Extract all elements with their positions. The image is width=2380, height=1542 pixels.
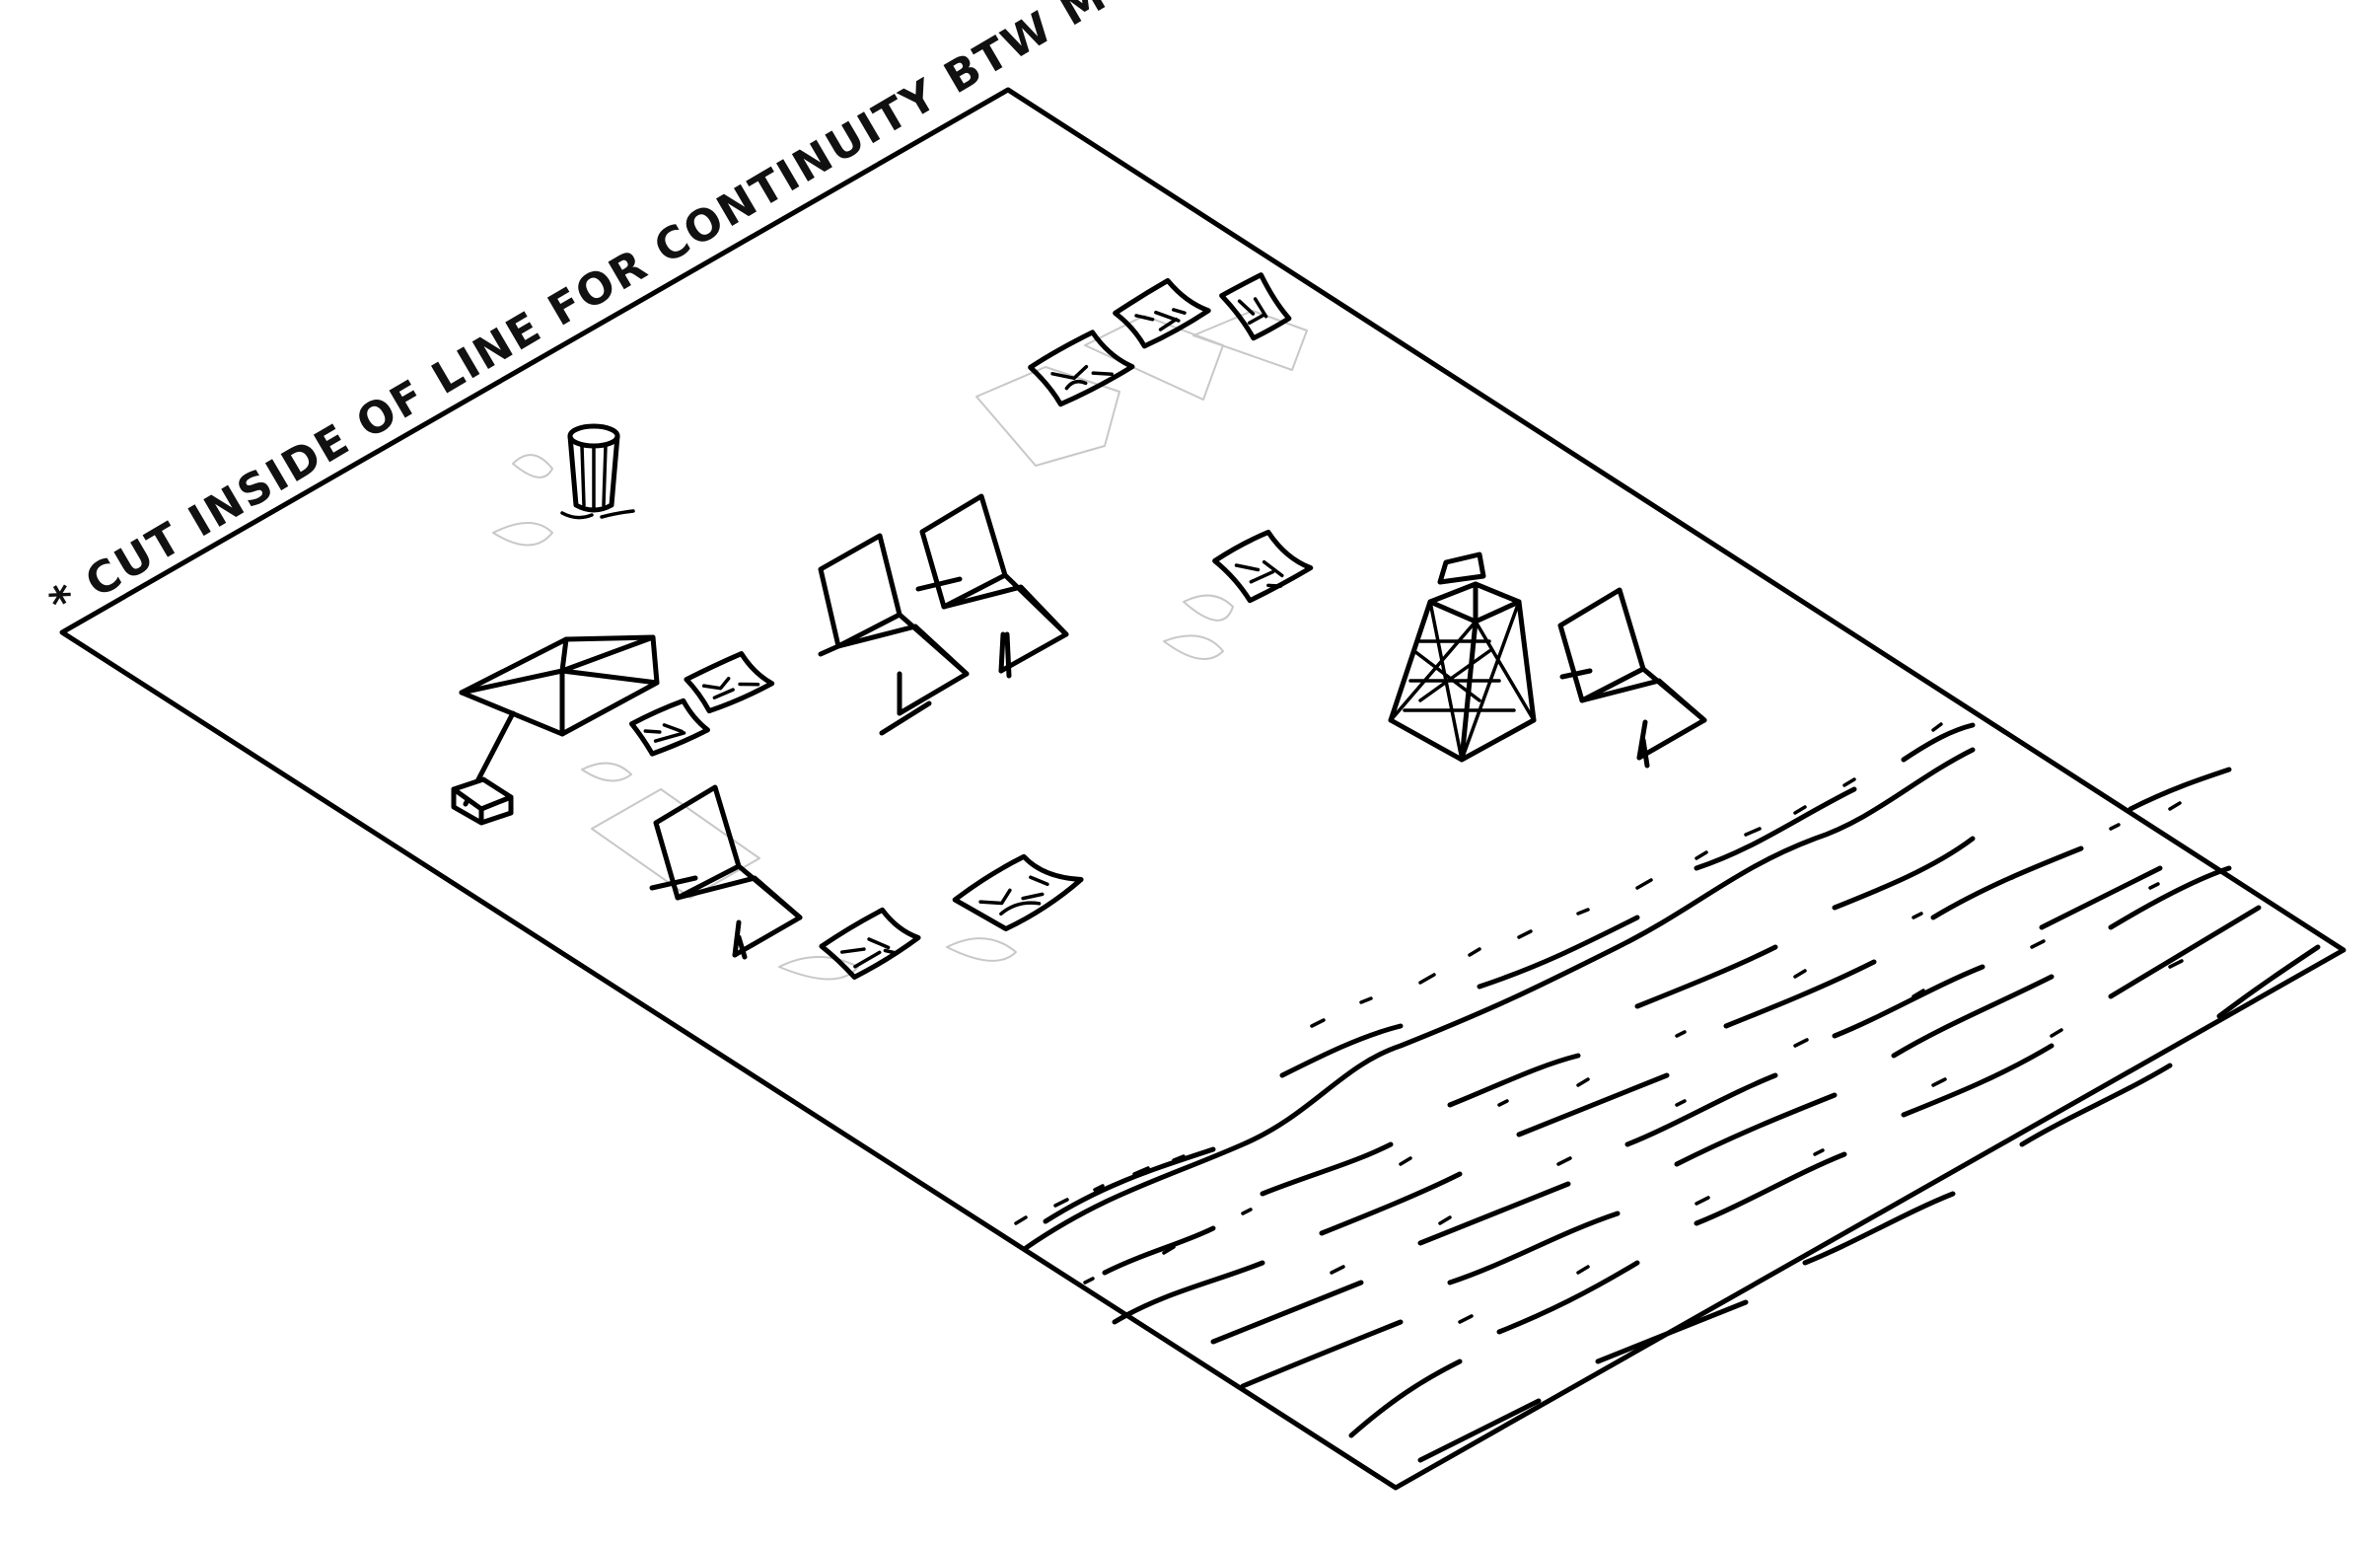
towel-icon <box>819 907 921 980</box>
lounge-chair-icon-3 <box>1557 587 1707 769</box>
towel-icon <box>1212 529 1314 604</box>
lifeguard-tower-icon <box>1388 551 1537 763</box>
lounge-chair-icon-1 <box>818 533 970 736</box>
umbrella-icon <box>451 634 660 826</box>
lounge-chair-icon-4 <box>649 784 803 960</box>
ghost-outlines <box>492 310 1308 981</box>
module-border <box>59 87 2346 1491</box>
towel-icon <box>1113 277 1211 349</box>
towel-icon <box>1219 272 1292 341</box>
lounge-chair-icon-2 <box>915 493 1069 679</box>
towel-icon <box>684 651 775 714</box>
towel-icon <box>952 853 1084 932</box>
wave-lines-icon <box>1014 722 2321 1463</box>
trash-can-icon <box>560 423 635 520</box>
towel-icon-group <box>628 272 1314 980</box>
towel-icon <box>1028 330 1135 407</box>
towel-icon <box>628 698 710 757</box>
